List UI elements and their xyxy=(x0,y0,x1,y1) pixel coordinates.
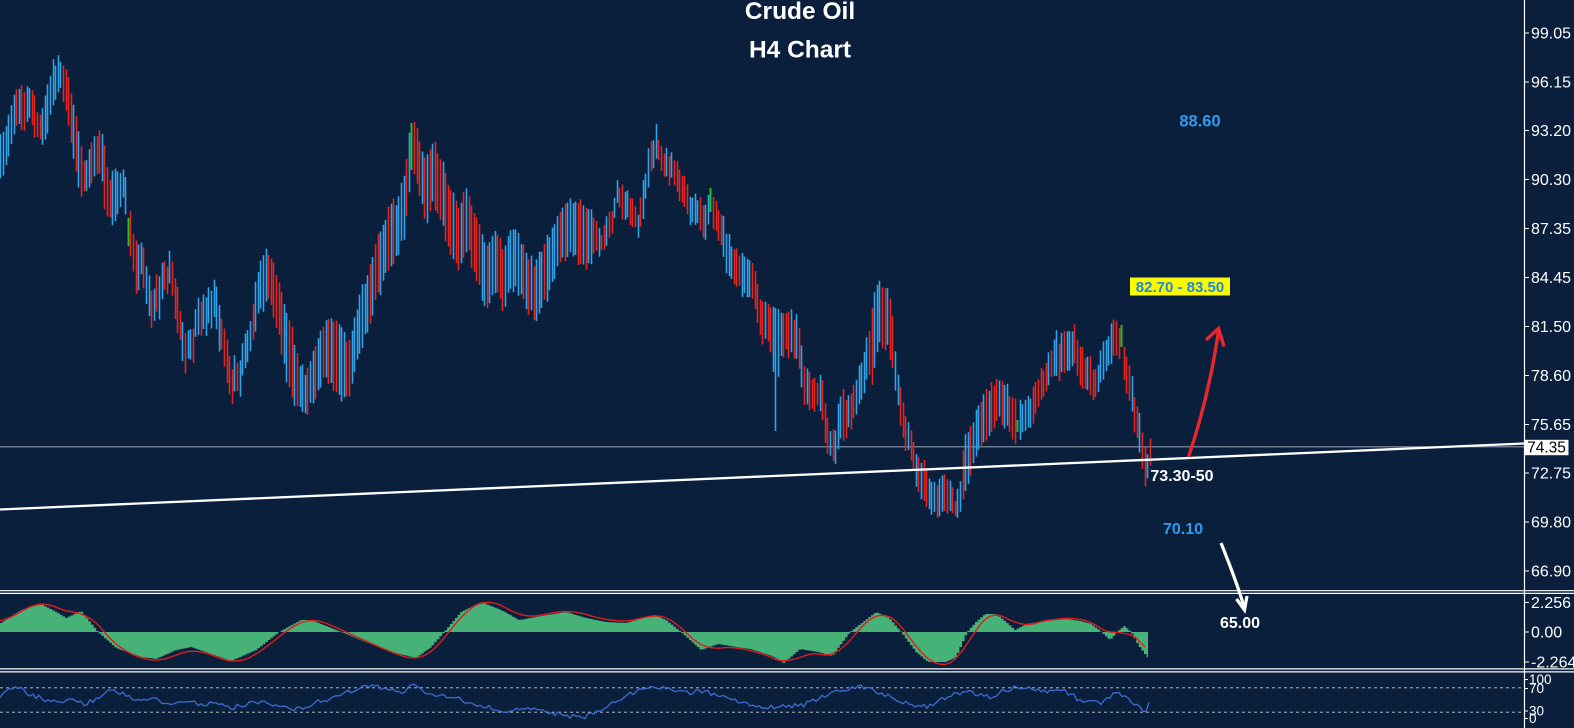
svg-text:Crude Oil: Crude Oil xyxy=(745,0,855,25)
svg-text:96.15: 96.15 xyxy=(1531,75,1571,92)
svg-text:H4 Chart: H4 Chart xyxy=(749,37,851,64)
svg-text:99.05: 99.05 xyxy=(1531,26,1571,43)
svg-text:100: 100 xyxy=(1529,672,1552,687)
svg-text:74.35: 74.35 xyxy=(1527,440,1566,457)
svg-text:65.00: 65.00 xyxy=(1220,615,1260,632)
svg-text:69.80: 69.80 xyxy=(1531,515,1571,532)
svg-text:72.75: 72.75 xyxy=(1531,466,1571,483)
svg-text:70.10: 70.10 xyxy=(1163,521,1203,538)
svg-text:73.30-50: 73.30-50 xyxy=(1150,468,1213,485)
svg-text:2.256: 2.256 xyxy=(1531,595,1571,612)
svg-text:87.35: 87.35 xyxy=(1531,221,1571,238)
svg-text:84.45: 84.45 xyxy=(1531,270,1571,287)
svg-text:70: 70 xyxy=(1529,681,1544,696)
svg-text:-2.264: -2.264 xyxy=(1531,655,1574,672)
svg-text:30: 30 xyxy=(1529,704,1544,719)
svg-text:81.50: 81.50 xyxy=(1531,319,1571,336)
svg-text:90.30: 90.30 xyxy=(1531,172,1571,189)
svg-text:66.90: 66.90 xyxy=(1531,564,1571,581)
svg-text:82.70 - 83.50: 82.70 - 83.50 xyxy=(1136,279,1224,296)
svg-text:88.60: 88.60 xyxy=(1179,113,1220,131)
svg-text:93.20: 93.20 xyxy=(1531,123,1571,140)
svg-text:0.00: 0.00 xyxy=(1531,625,1562,642)
svg-text:0: 0 xyxy=(1529,711,1537,726)
svg-text:78.60: 78.60 xyxy=(1531,368,1571,385)
svg-text:75.65: 75.65 xyxy=(1531,417,1571,434)
